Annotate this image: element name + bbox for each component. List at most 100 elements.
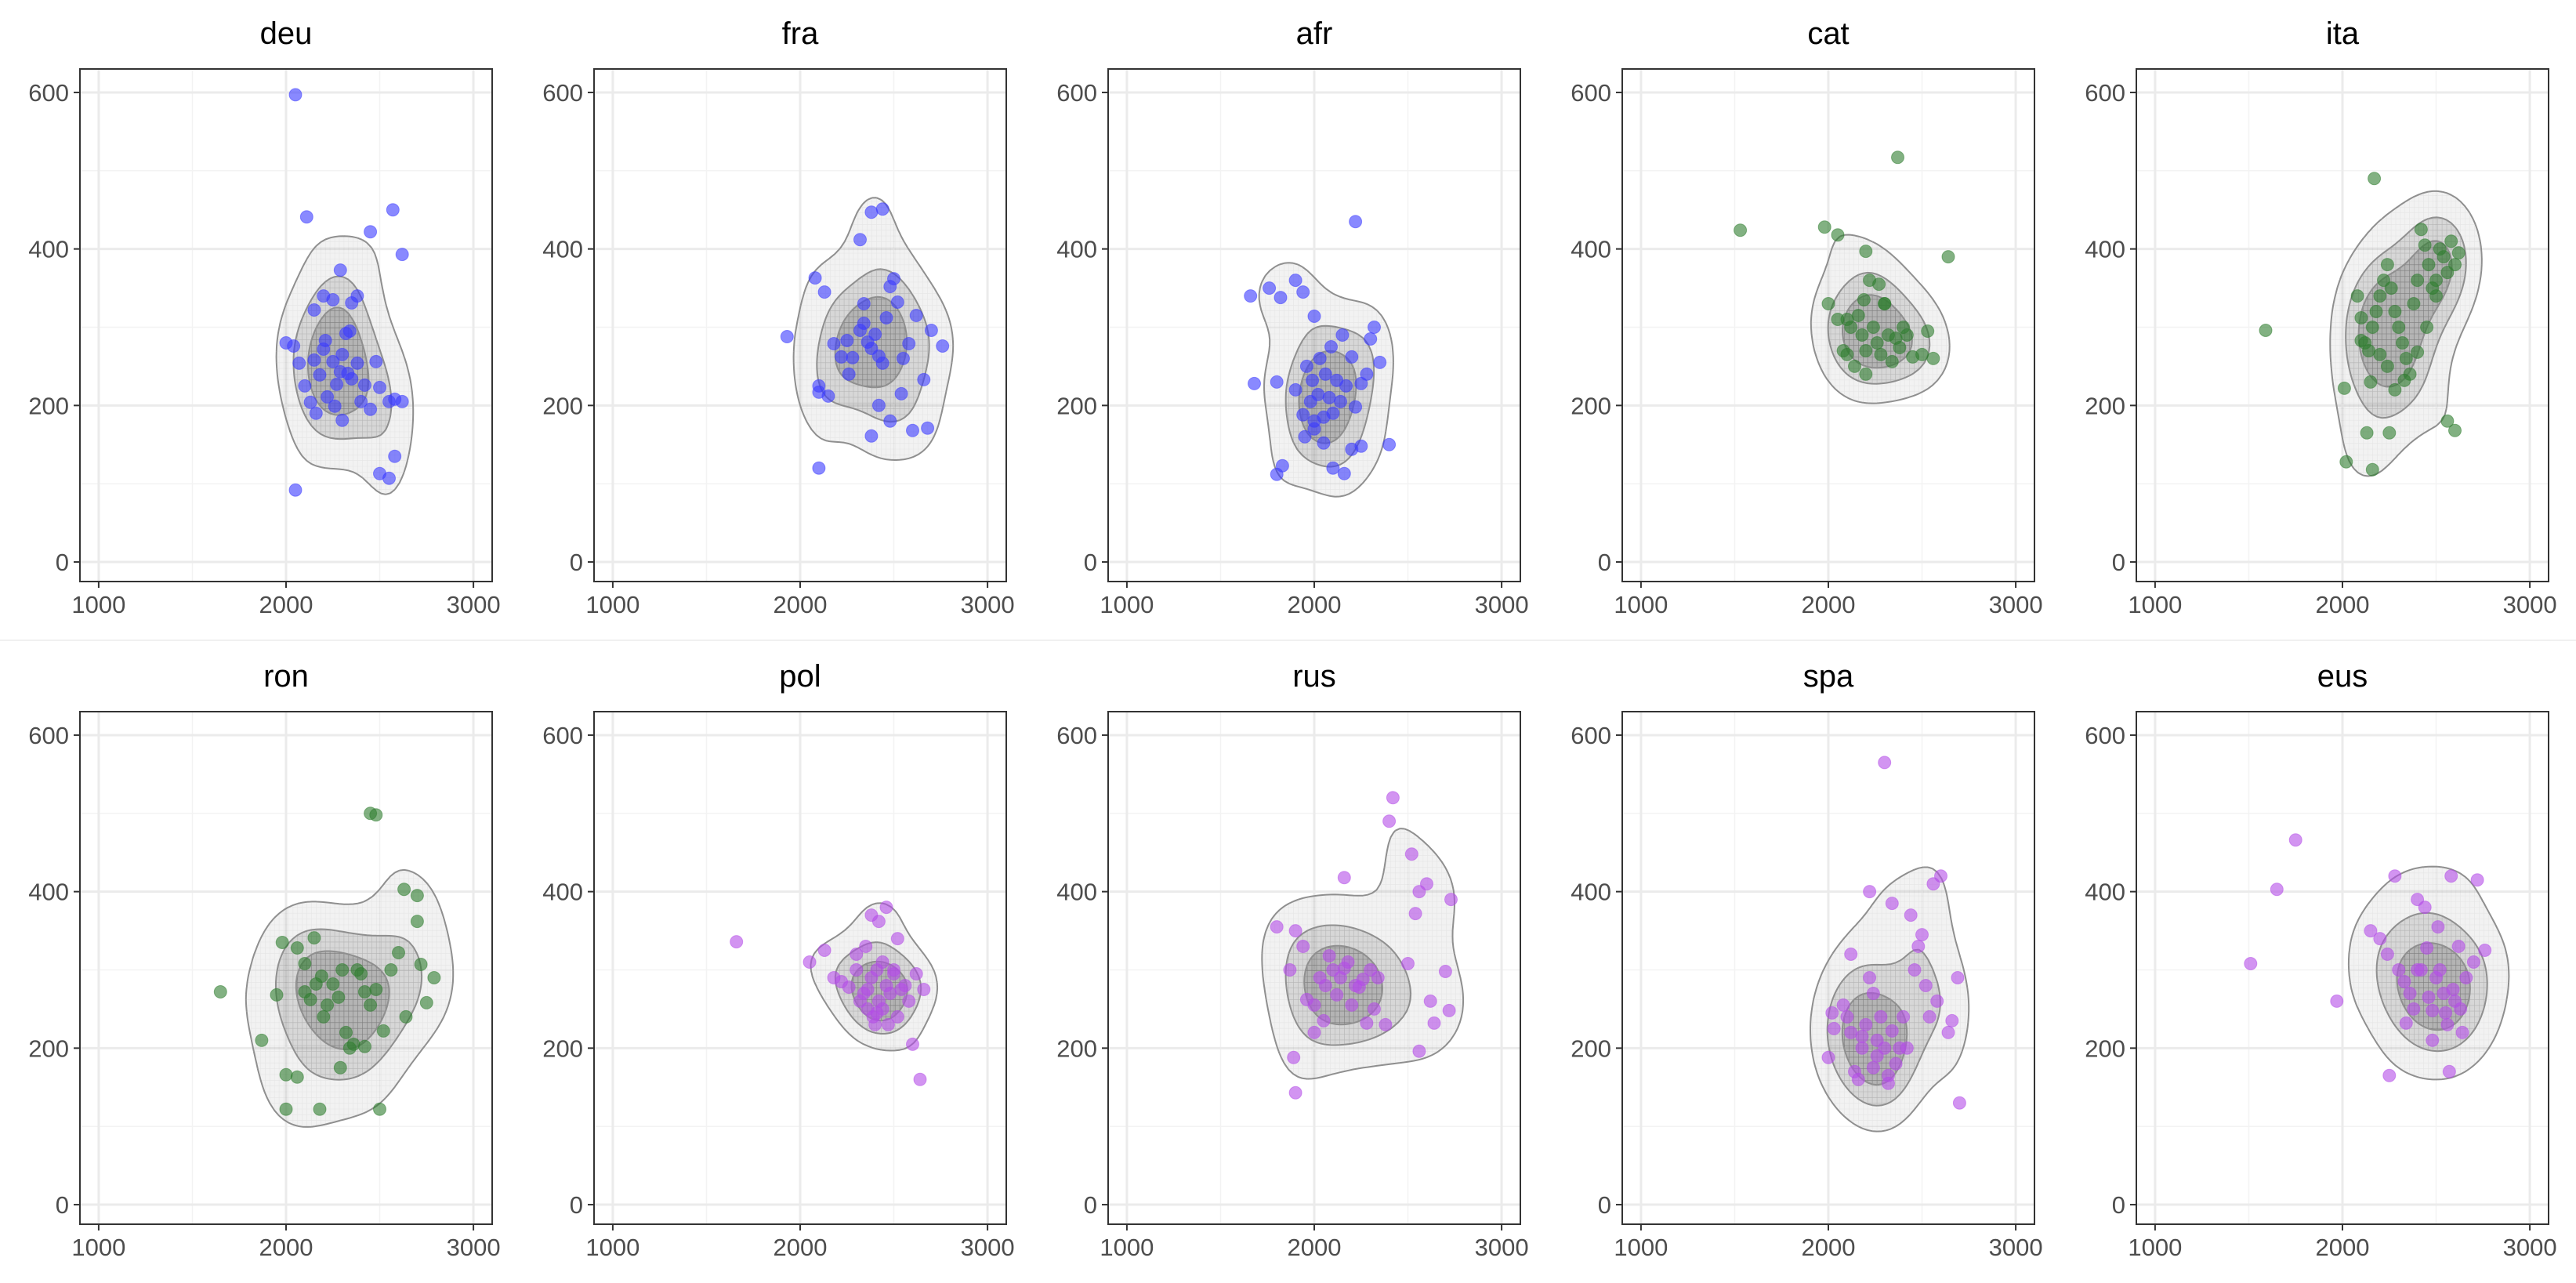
data-point [906,423,919,437]
panel-title: ron [263,659,309,694]
data-point [213,985,227,998]
data-point [859,940,873,953]
data-point [1360,367,1374,381]
data-point [307,353,321,367]
data-point [817,944,831,957]
data-point [2380,258,2394,272]
data-point [2433,963,2447,977]
data-point [1296,940,1310,953]
y-tick-label: 400 [28,236,69,263]
data-point [1855,1041,1869,1055]
data-point [870,1006,884,1020]
data-point [369,983,383,996]
density-level-fill [245,869,454,1128]
data-point [2397,975,2411,988]
data-point [1386,791,1400,805]
data-point [330,377,344,391]
data-point [1408,907,1422,921]
data-point [1283,963,1297,977]
y-tick-label: 0 [1598,549,1611,576]
y-tick-label: 200 [2085,392,2125,419]
data-point [1412,1044,1426,1058]
data-point [1318,979,1332,992]
scatter-points [1734,150,1955,381]
data-point [808,271,822,285]
data-point [2422,258,2436,272]
data-point [883,414,897,428]
y-tick-label: 400 [542,236,583,263]
data-point [1334,394,1347,408]
x-tick-label: 1000 [1614,1234,1668,1261]
density-contour-line [2375,912,2488,1053]
data-point [1326,461,1340,475]
y-tick-label: 400 [1571,236,1611,263]
data-point [2411,274,2425,288]
x-tick-label: 3000 [1475,591,1529,618]
data-point [270,988,284,1002]
density-contour-line [2329,190,2483,477]
data-point [1866,321,1880,334]
data-point [1817,220,1831,234]
data-point [2426,1003,2440,1017]
data-point [2422,990,2436,1004]
data-point [2451,246,2465,260]
data-point [288,88,303,102]
data-point [1952,1096,1966,1110]
data-point [2399,351,2413,365]
data-point [307,303,321,317]
data-point [1263,281,1277,295]
data-point [2364,924,2378,938]
data-point [1831,228,1845,242]
density-contour-line [1826,948,1941,1107]
data-point [1339,379,1353,393]
density-contour-line [1261,828,1465,1080]
data-point [342,324,357,338]
data-point [335,347,350,361]
x-tick-label: 1000 [71,591,125,618]
data-point [1354,439,1368,453]
data-point [1922,1009,1937,1024]
data-point [290,941,304,955]
data-point [2392,321,2406,334]
x-tick-label: 2000 [259,1234,313,1261]
data-point [328,399,342,413]
data-point [1307,998,1321,1012]
data-point [1322,949,1336,962]
data-point [1442,1003,1456,1017]
y-tick-label: 0 [1598,1191,1611,1219]
data-point [386,203,400,217]
data-point [1734,223,1748,237]
data-point [1298,429,1312,444]
data-point [902,994,916,1008]
data-point [1911,940,1926,953]
data-point [2365,462,2379,477]
data-point [850,948,864,961]
data-point [1874,1009,1888,1024]
data-point [1904,908,1918,922]
data-point [1423,994,1437,1008]
data-point [2418,901,2432,915]
data-point [1840,347,1854,361]
data-point [1897,1009,1911,1024]
scatter-points [279,88,409,497]
density-contour-line [1284,924,1412,1046]
data-point [1270,920,1284,934]
facet-panel-deu: 1000 2000 3000 0 200 400 600 deu [28,16,500,618]
data-point [890,295,904,309]
x-tick-label: 1000 [1100,591,1154,618]
data-point [2382,426,2397,440]
panel-title: spa [1803,659,1854,694]
data-point [350,356,364,370]
data-point [906,1037,919,1051]
data-point [1382,814,1397,828]
y-tick-label: 600 [542,722,583,749]
data-point [2439,1006,2452,1020]
data-point [345,371,359,386]
y-tick-label: 0 [1084,1191,1097,1219]
data-point [875,202,889,216]
data-point [2429,289,2443,303]
data-point [314,969,328,983]
data-point [1444,893,1458,907]
y-tick-label: 0 [56,1191,69,1219]
data-point [1307,1025,1321,1039]
